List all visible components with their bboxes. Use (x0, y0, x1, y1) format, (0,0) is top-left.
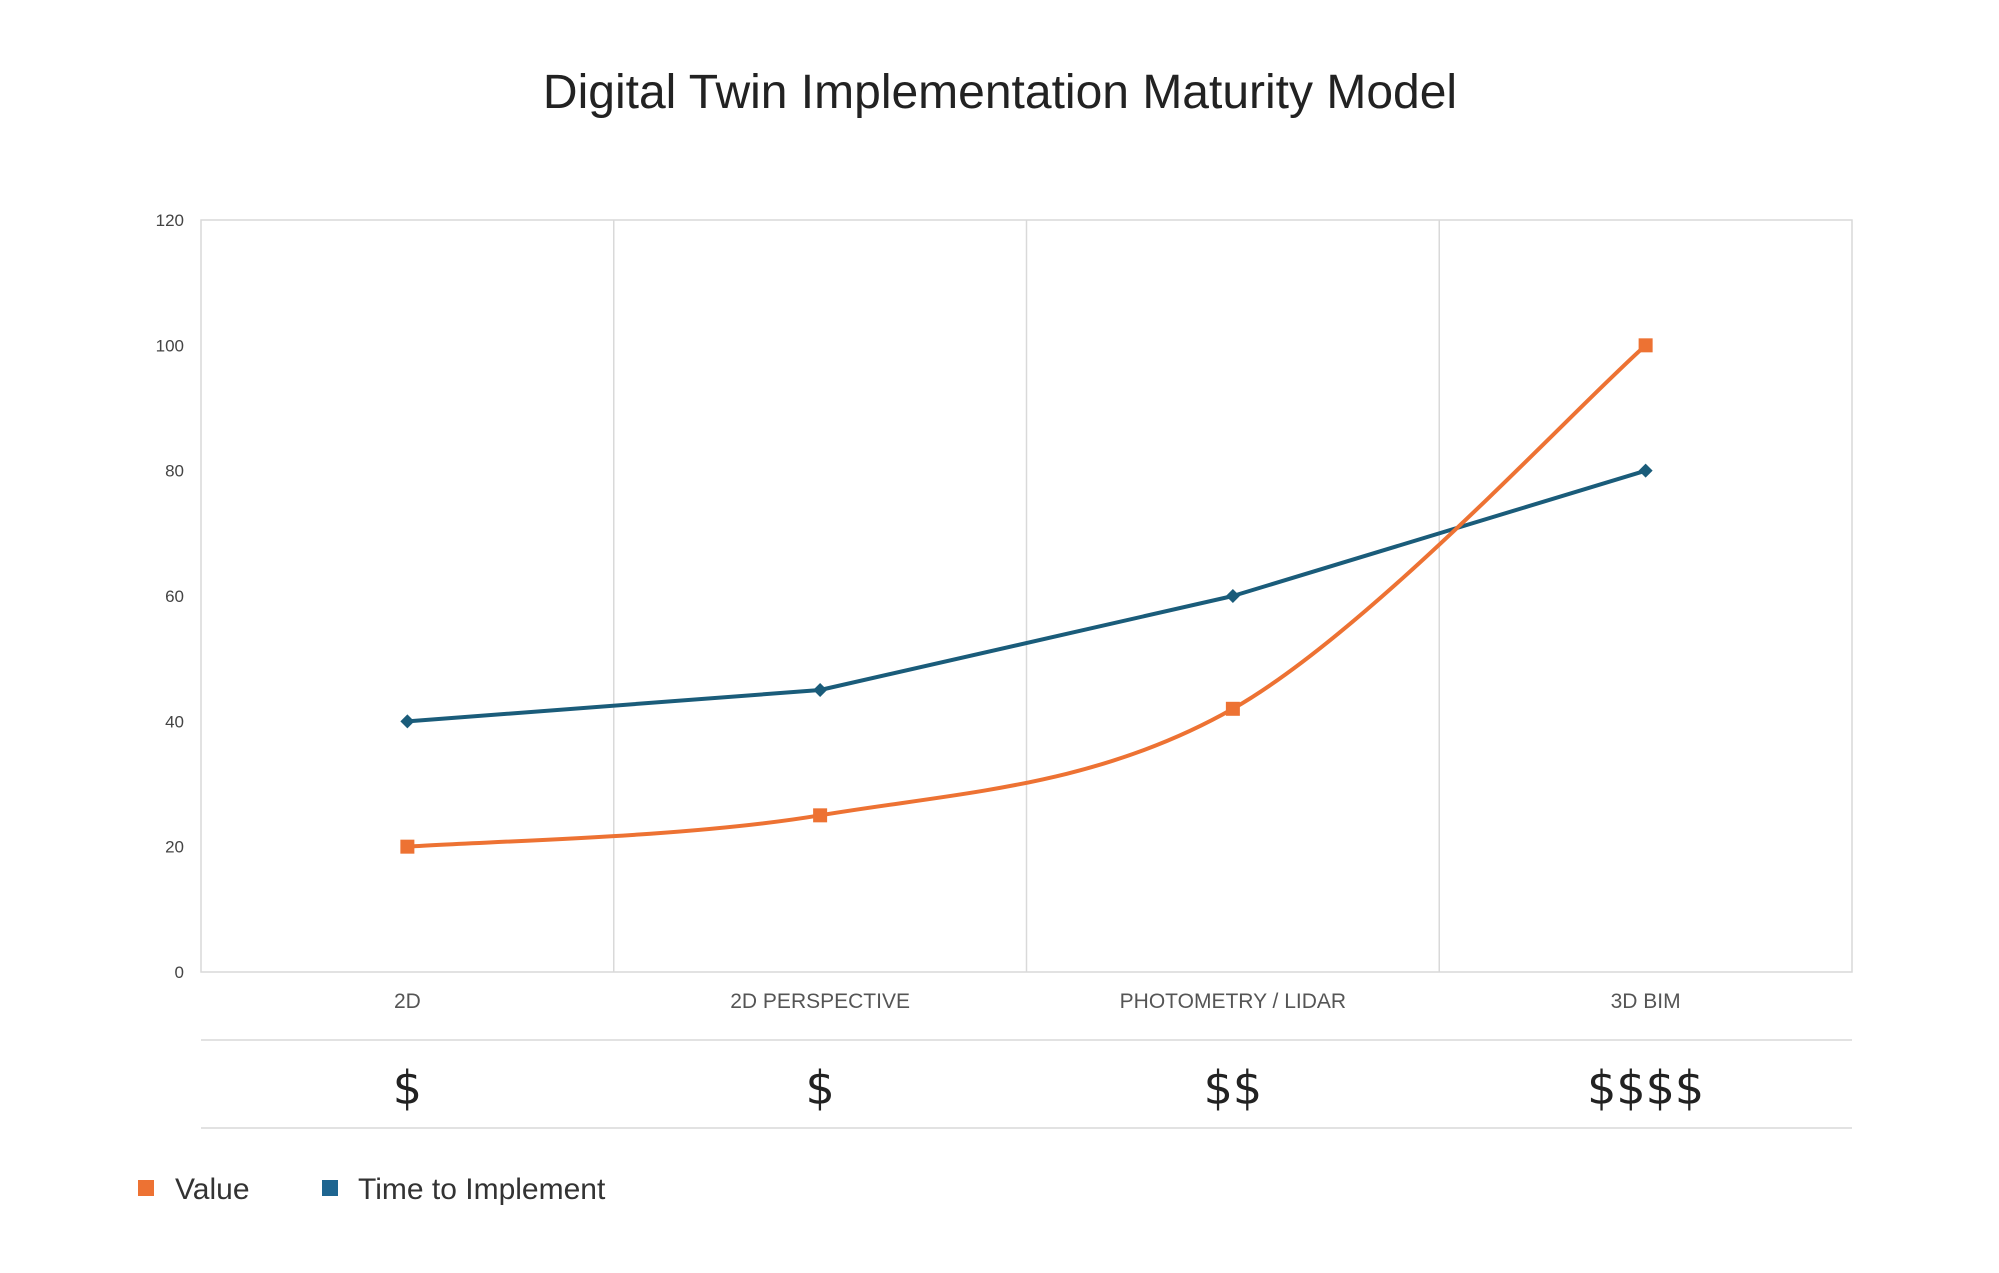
y-tick-label: 60 (165, 587, 184, 606)
legend-item-time-to-implement: Time to Implement (322, 1173, 606, 1206)
time-to-implement-point (1638, 463, 1653, 478)
y-tick-label: 120 (156, 211, 184, 230)
time-to-implement-point (400, 714, 415, 729)
series-markers (400, 338, 1653, 854)
legend-swatch (322, 1180, 338, 1196)
x-tick-label: 3D BIM (1611, 990, 1681, 1013)
value-point (813, 808, 828, 823)
y-axis-ticks: 0 20 40 60 80 100 120 (156, 211, 184, 982)
y-tick-label: 0 (175, 963, 184, 982)
x-tick-label: PHOTOMETRY / LIDAR (1120, 990, 1346, 1013)
cost-row: $ $ $$ $$$$ (201, 1039, 1852, 1129)
legend-swatch (138, 1180, 154, 1196)
cost-label: $ (393, 1061, 422, 1115)
cost-label: $$ (1204, 1061, 1263, 1115)
time-to-implement-point (1225, 589, 1240, 603)
x-tick-label: 2D PERSPECTIVE (730, 990, 910, 1013)
legend: Value Time to Implement (138, 1173, 606, 1206)
cost-label: $ (805, 1061, 834, 1115)
x-axis-ticks: 2D 2D PERSPECTIVE PHOTOMETRY / LIDAR 3D BIM (394, 990, 1681, 1013)
series-line-time-to-implement (407, 468, 1647, 724)
cost-label: $$$$ (1587, 1061, 1704, 1115)
y-tick-label: 40 (165, 712, 184, 731)
value-point (400, 839, 415, 854)
time-to-implement-point (813, 683, 828, 697)
legend-label: Value (175, 1173, 250, 1206)
gridlines (613, 220, 1440, 972)
series-line-value (407, 343, 1647, 849)
y-tick-label: 100 (156, 336, 184, 355)
series-lines (407, 343, 1647, 849)
legend-item-value: Value (138, 1173, 250, 1206)
value-point (1638, 338, 1653, 353)
y-tick-label: 20 (165, 838, 184, 857)
chart-title: Digital Twin Implementation Maturity Mod… (543, 66, 1457, 119)
legend-label: Time to Implement (358, 1173, 606, 1206)
value-point (1225, 701, 1240, 716)
x-tick-label: 2D (394, 990, 421, 1013)
y-tick-label: 80 (165, 462, 184, 481)
